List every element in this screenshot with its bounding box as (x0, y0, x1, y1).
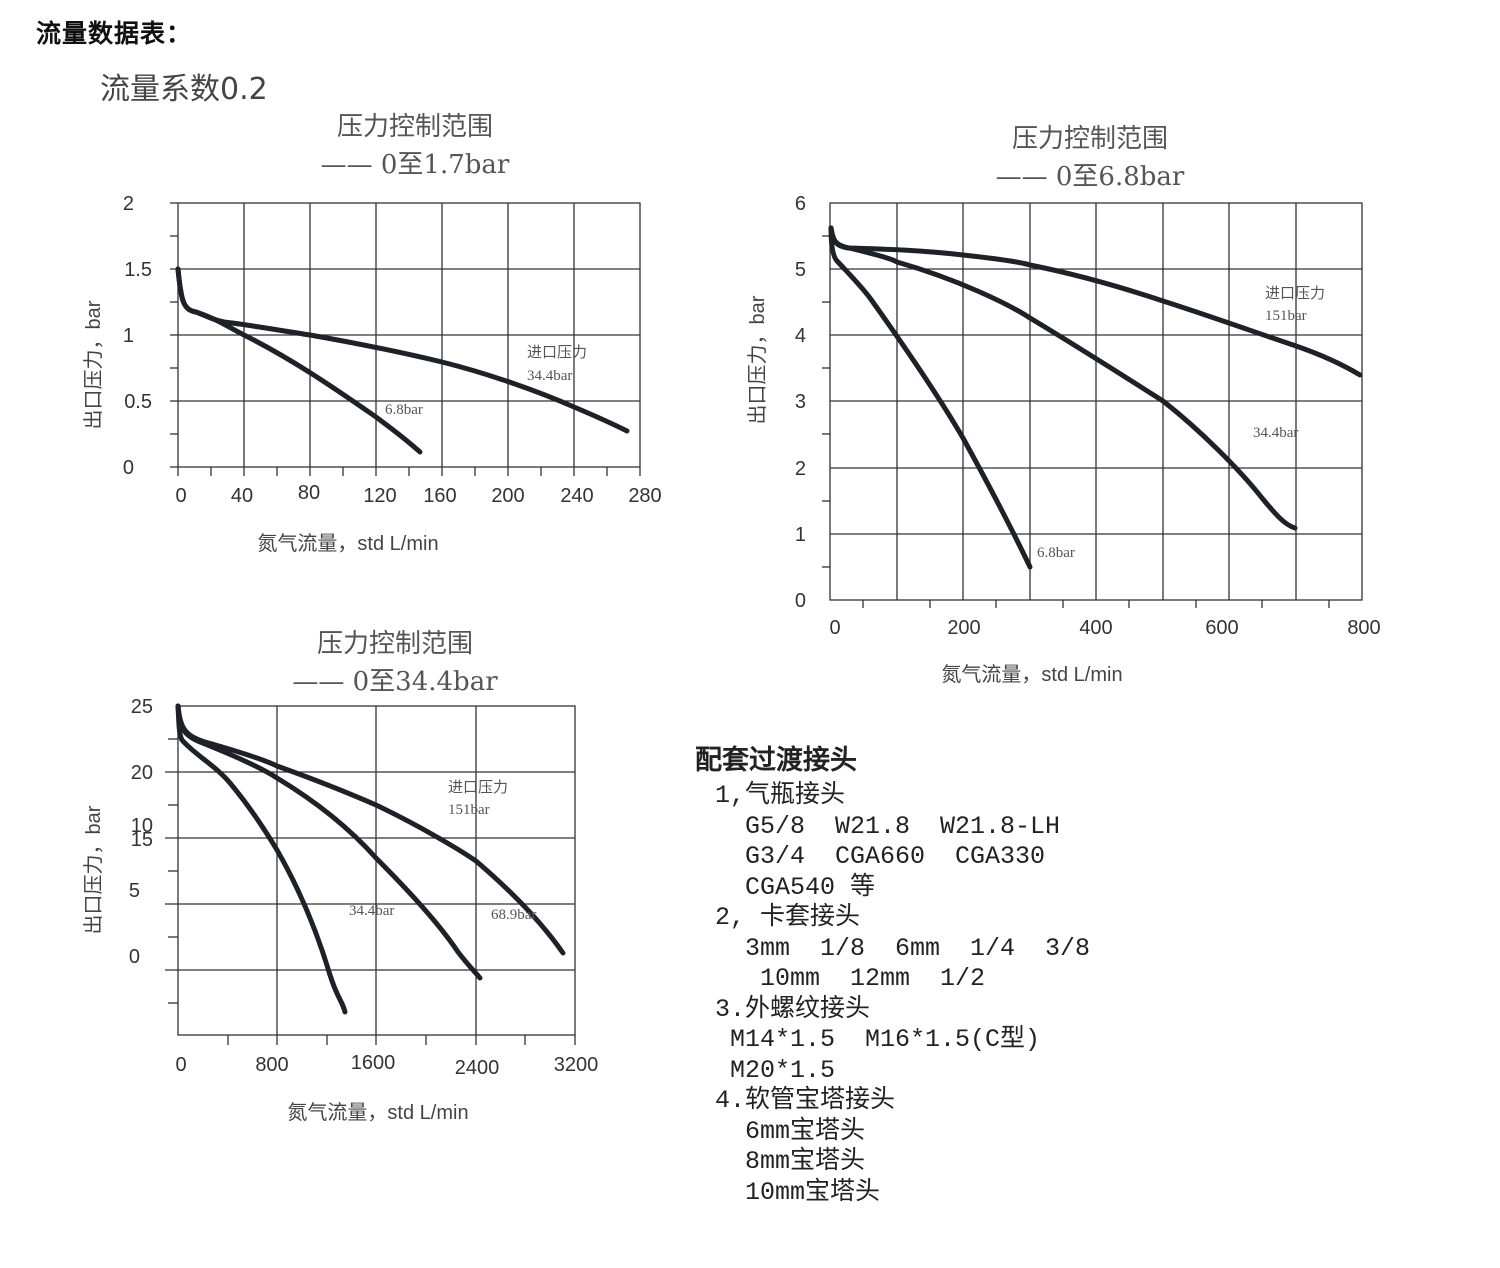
adapter-line: 6mm宝塔头 (715, 1116, 866, 1146)
adapter-line: G3/4 CGA660 CGA330 (715, 842, 1046, 871)
chart3-xtick: 0 (175, 1054, 186, 1076)
chart2-x-axis-label: 氮气流量，std L/min (941, 663, 1122, 686)
chart2-series-6.8bar (828, 225, 1033, 570)
chart3-ytick: 10 (131, 815, 153, 837)
chart3-title-line2: —— 0至34.4bar (292, 667, 498, 697)
flow-coefficient: 流量系数0.2 (100, 72, 268, 107)
chart1-ytick: 0 (123, 457, 134, 479)
chart2-annotation-inlet: 进口压力 (1265, 285, 1325, 302)
adapters-heading: 配套过渡接头 (695, 745, 857, 776)
chart2-ytick: 1 (795, 524, 806, 546)
chart1-title-line2: —— 0至1.7bar (320, 150, 510, 180)
chart3-annotation-68.9bar: 68.9bar (491, 907, 536, 923)
chart2-annotation-6.8bar: 6.8bar (1037, 545, 1075, 561)
chart3-series-151bar (175, 703, 566, 956)
chart1-xtick: 160 (423, 485, 456, 507)
adapter-line: 2, 卡套接头 (715, 903, 861, 932)
adapter-line: G5/8 W21.8 W21.8-LH (715, 811, 1061, 841)
chart3-xtick: 2400 (455, 1057, 500, 1079)
chart3-x-ticks: 0 800 1600 2400 3200 (175, 1052, 598, 1079)
chart2-annotation-34.4bar: 34.4bar (1253, 425, 1298, 441)
chart2-xtick: 200 (947, 617, 980, 639)
chart1-ytick: 2 (123, 193, 134, 215)
adapters-section: 配套过渡接头 1,气瓶接头 G5/8 W21.8 W21.8-LH G3/4 C… (695, 738, 1090, 1208)
chart3-grid (165, 705, 576, 1045)
chart1-ytick: 1.5 (124, 259, 152, 281)
chart1-series-6.8bar (175, 266, 423, 455)
chart2: 6 5 4 3 2 1 0 0 200 400 600 800 氮气流量，std… (746, 193, 1381, 686)
chart2-xtick: 0 (829, 617, 840, 639)
chart1-x-ticks: 0 40 80 120 160 200 240 280 (175, 482, 661, 507)
page-heading: 流量数据表： (36, 19, 193, 48)
chart2-ytick: 4 (795, 325, 806, 347)
chart2-title: 压力控制范围 —— 0至6.8bar (965, 120, 1215, 196)
adapter-line: M14*1.5 M16*1.5(C型) (715, 1025, 1041, 1054)
chart2-title-line1: 压力控制范围 (1011, 124, 1168, 154)
chart1-xtick: 200 (491, 485, 524, 507)
chart1: 2 1.5 1 0.5 0 0 40 80 120 160 200 240 28… (82, 193, 662, 555)
chart3-annotation-inlet-value: 151bar (448, 802, 490, 818)
chart1-annotation-inlet: 进口压力 (527, 344, 587, 361)
adapter-line: 3.外螺纹接头 (715, 994, 871, 1024)
chart1-y-axis-label: 出口压力，bar (82, 300, 105, 429)
chart3-ytick: 0 (129, 946, 140, 968)
adapter-line: 4.软管宝塔接头 (715, 1086, 896, 1115)
chart1-xtick: 80 (298, 482, 320, 504)
chart1-x-axis-label: 氮气流量，std L/min (257, 532, 438, 555)
chart3-ytick: 20 (131, 762, 153, 784)
chart3-y-ticks: 25 20 10 15 5 0 (129, 696, 153, 968)
adapter-line: 10mm 12mm 1/2 (715, 964, 986, 993)
chart1-xtick: 280 (628, 485, 661, 507)
chart3-xtick: 800 (255, 1054, 288, 1076)
chart2-xtick: 600 (1205, 617, 1238, 639)
chart3-ytick: 15 (131, 829, 153, 851)
chart2-xtick: 400 (1079, 617, 1112, 639)
adapter-line: 8mm宝塔头 (715, 1147, 866, 1176)
chart3-xtick: 3200 (554, 1054, 599, 1076)
chart2-ytick: 2 (795, 458, 806, 480)
chart1-annotation-inlet-value: 34.4bar (527, 368, 572, 384)
chart3-annotation-inlet: 进口压力 (448, 779, 508, 796)
chart3-annotation-34.4bar: 34.4bar (349, 903, 394, 919)
adapter-line: M20*1.5 (715, 1055, 836, 1085)
chart1-y-ticks: 2 1.5 1 0.5 0 (123, 193, 152, 479)
chart2-xtick: 800 (1347, 617, 1380, 639)
chart1-grid (170, 202, 641, 476)
chart3: 25 20 10 15 5 0 0 800 1600 2400 3200 氮气流… (82, 696, 598, 1124)
adapter-line: 3mm 1/8 6mm 1/4 3/8 (715, 933, 1091, 963)
chart2-ytick: 5 (795, 259, 806, 281)
adapter-line: 10mm宝塔头 (715, 1177, 881, 1207)
adapter-line: 1,气瓶接头 (715, 781, 846, 810)
chart1-series-34.4bar (175, 266, 630, 434)
chart2-title-line2: —— 0至6.8bar (995, 162, 1185, 192)
chart2-y-axis-label: 出口压力，bar (746, 295, 769, 424)
chart3-x-axis-label: 氮气流量，std L/min (287, 1101, 468, 1124)
chart1-title-line1: 压力控制范围 (336, 112, 493, 142)
chart2-ytick: 0 (795, 590, 806, 612)
chart1-annotation-6.8bar: 6.8bar (385, 402, 423, 418)
chart3-ytick: 5 (129, 880, 140, 902)
chart2-ytick: 3 (795, 391, 806, 413)
chart1-xtick: 120 (363, 485, 396, 507)
chart3-title-line1: 压力控制范围 (316, 629, 473, 659)
chart2-series-151bar (828, 225, 1363, 378)
adapter-line: CGA540 等 (715, 872, 876, 902)
chart3-title: 压力控制范围 —— 0至34.4bar (270, 625, 520, 701)
chart2-ytick: 6 (795, 193, 806, 215)
chart1-xtick: 240 (560, 485, 593, 507)
chart1-title: 压力控制范围 —— 0至1.7bar (290, 108, 540, 184)
chart3-y-axis-label: 出口压力，bar (82, 805, 105, 934)
chart1-ytick: 1 (123, 325, 134, 347)
chart1-ytick: 0.5 (124, 391, 152, 413)
chart2-y-ticks: 6 5 4 3 2 1 0 (795, 193, 806, 612)
chart3-xtick: 1600 (351, 1052, 396, 1074)
chart1-xtick: 0 (175, 485, 186, 507)
chart3-ytick: 25 (131, 696, 153, 718)
chart1-xtick: 40 (231, 485, 253, 507)
chart2-x-ticks: 0 200 400 600 800 (829, 617, 1380, 639)
chart3-series-34.4bar (175, 703, 348, 1015)
chart2-annotation-inlet-value: 151bar (1265, 308, 1307, 324)
